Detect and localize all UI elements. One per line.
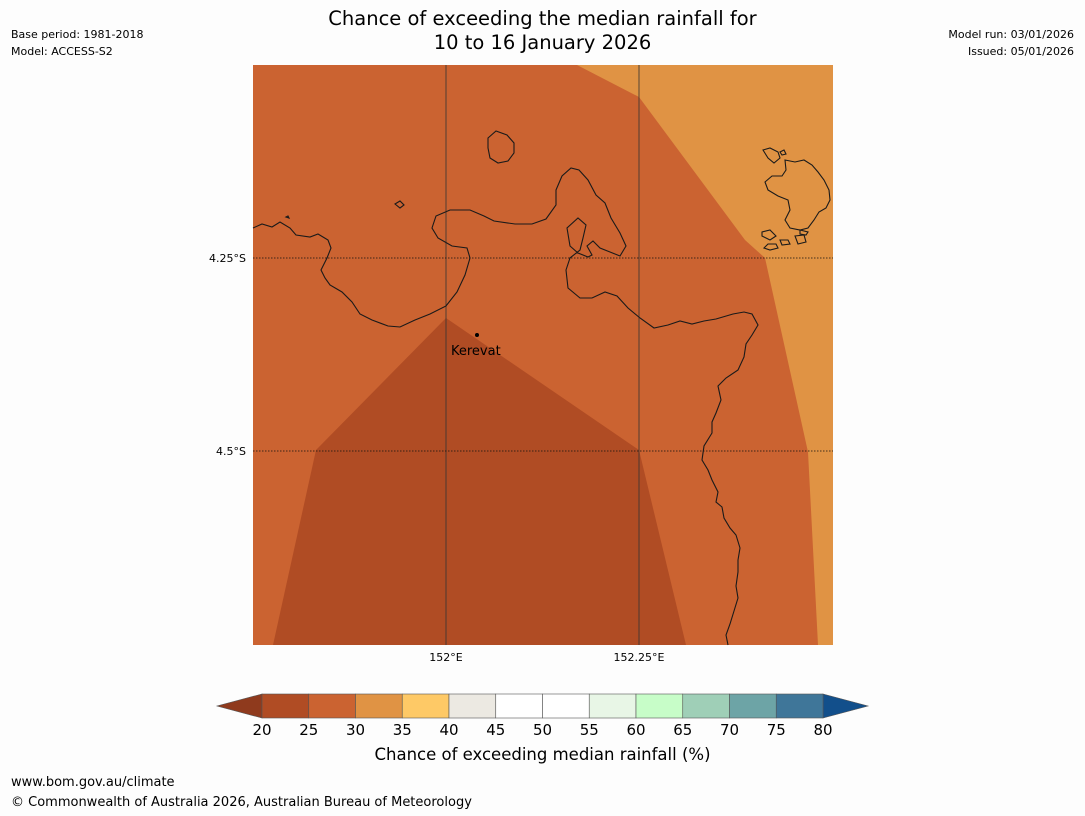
colorbar-tick-label: 75 [767, 721, 786, 739]
colorbar-tick-label: 40 [439, 721, 458, 739]
kerevat-marker [475, 333, 479, 337]
coastline [252, 130, 831, 646]
colorbar-bin [542, 693, 590, 719]
colorbar-bin [355, 693, 403, 719]
coast-duke-of-york-main [762, 147, 831, 231]
colorbar-extend-high [822, 693, 870, 719]
colorbar-label: Chance of exceeding median rainfall (%) [374, 745, 711, 764]
colorbar-tick-label: 50 [533, 721, 552, 739]
colorbar-tick-label: 55 [580, 721, 599, 739]
coast-watom-island [487, 130, 515, 164]
colorbar-tick-label: 35 [393, 721, 412, 739]
colorbar-bin [729, 693, 777, 719]
region-20-25 [273, 318, 686, 645]
kerevat-label: Kerevat [451, 344, 501, 359]
colorbar: 20 25 30 35 40 45 50 55 60 65 70 75 80 [215, 693, 870, 739]
run-info: Model run: 03/01/2026 Issued: 05/01/2026 [948, 26, 1074, 60]
colorbar-tick-label: 65 [673, 721, 692, 739]
coast-islet-b [284, 215, 291, 219]
colorbar-tick-label: 25 [299, 721, 318, 739]
issued-date: Issued: 05/01/2026 [967, 45, 1074, 58]
footer-url: www.bom.gov.au/climate [11, 775, 175, 790]
lat-label-4-25s: 4.25°S [209, 252, 246, 265]
lat-label-4-5s: 4.5°S [216, 445, 246, 458]
colorbar-bin [495, 693, 543, 719]
colorbar-bin [635, 693, 684, 719]
colorbar-tick-label: 45 [486, 721, 505, 739]
region-30-35 [577, 65, 833, 645]
colorbar-bin [308, 693, 356, 719]
map-title: Chance of exceeding the median rainfall … [0, 7, 1085, 55]
title-line-1: Chance of exceeding the median rainfall … [328, 7, 757, 30]
colorbar-bin [401, 693, 450, 719]
coast-duke-of-york-islets [761, 149, 809, 251]
model-run-date: Model run: 03/01/2026 [948, 28, 1074, 41]
title-line-2: 10 to 16 January 2026 [433, 31, 652, 54]
map-panel: Kerevat 4.25°S 4.5°S 152°E 152.25°E [209, 65, 833, 664]
footer-copyright: © Commonwealth of Australia 2026, Austra… [11, 795, 472, 810]
coast-gazelle-peninsula [252, 167, 759, 646]
colorbar-tick-label: 30 [346, 721, 365, 739]
model-name: Model: ACCESS-S2 [11, 45, 113, 58]
colorbar-tick-label: 60 [626, 721, 645, 739]
colorbar-bin [775, 693, 824, 719]
lon-label-152-25e: 152.25°E [614, 651, 665, 664]
coast-islet-a [394, 200, 405, 209]
colorbar-tick-label: 70 [720, 721, 739, 739]
colorbar-bin [682, 693, 730, 719]
base-period: Base period: 1981-2018 [11, 28, 144, 41]
colorbar-bin [448, 693, 497, 719]
lon-label-152e: 152°E [429, 651, 462, 664]
colorbar-bin [261, 693, 310, 719]
colorbar-bin [588, 693, 637, 719]
colorbar-tick-label: 20 [252, 721, 271, 739]
colorbar-tick-label: 80 [813, 721, 832, 739]
model-info: Base period: 1981-2018 Model: ACCESS-S2 [11, 26, 143, 60]
colorbar-extend-low [215, 693, 263, 719]
